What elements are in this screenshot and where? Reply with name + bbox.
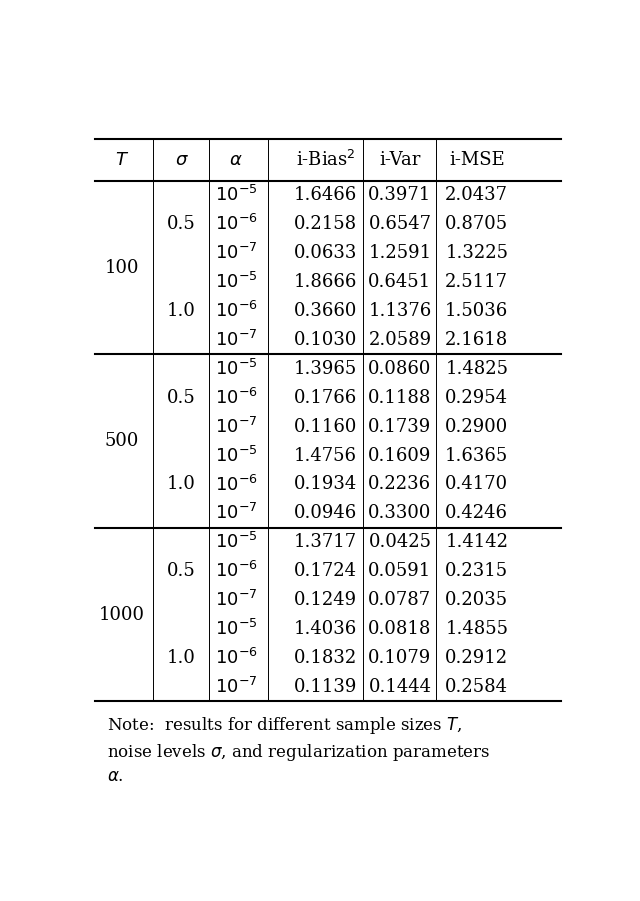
- Text: 0.4170: 0.4170: [445, 476, 508, 494]
- Text: 0.1079: 0.1079: [368, 649, 431, 667]
- Text: 0.3300: 0.3300: [368, 505, 431, 523]
- Text: 0.4246: 0.4246: [445, 505, 508, 523]
- Text: $\alpha$: $\alpha$: [229, 151, 243, 169]
- Text: $10^{-7}$: $10^{-7}$: [215, 504, 257, 523]
- Text: 1.0: 1.0: [167, 476, 196, 494]
- Text: i-Bias$^2$: i-Bias$^2$: [296, 150, 355, 170]
- Text: 0.0425: 0.0425: [369, 533, 431, 551]
- Text: 2.0589: 2.0589: [369, 331, 431, 349]
- Text: noise levels $\sigma$, and regularization parameters: noise levels $\sigma$, and regularizatio…: [108, 742, 490, 762]
- Text: 0.1609: 0.1609: [368, 447, 431, 465]
- Text: 0.1832: 0.1832: [294, 649, 357, 667]
- Text: 1.4855: 1.4855: [445, 620, 508, 638]
- Text: $10^{-6}$: $10^{-6}$: [215, 214, 258, 234]
- Text: 1.3225: 1.3225: [445, 244, 508, 262]
- Text: 2.1618: 2.1618: [445, 331, 508, 349]
- Text: 0.2912: 0.2912: [445, 649, 508, 667]
- Text: 1.2591: 1.2591: [369, 244, 431, 262]
- Text: i-MSE: i-MSE: [449, 151, 505, 169]
- Text: $10^{-6}$: $10^{-6}$: [215, 301, 258, 321]
- Text: 1.4142: 1.4142: [445, 533, 508, 551]
- Text: 0.1249: 0.1249: [294, 591, 357, 609]
- Text: 1.4036: 1.4036: [294, 620, 357, 638]
- Text: 1.6365: 1.6365: [445, 447, 508, 465]
- Text: $10^{-6}$: $10^{-6}$: [215, 648, 258, 668]
- Text: 1.3965: 1.3965: [294, 359, 357, 378]
- Text: 500: 500: [105, 432, 140, 450]
- Text: 0.2236: 0.2236: [369, 476, 431, 494]
- Text: 1.8666: 1.8666: [294, 273, 357, 291]
- Text: 2.0437: 2.0437: [445, 187, 508, 205]
- Text: 0.1030: 0.1030: [294, 331, 357, 349]
- Text: 0.2315: 0.2315: [445, 562, 508, 580]
- Text: 0.2954: 0.2954: [445, 388, 508, 406]
- Text: $10^{-5}$: $10^{-5}$: [215, 359, 257, 379]
- Text: $\sigma$: $\sigma$: [175, 151, 189, 169]
- Text: 0.3971: 0.3971: [368, 187, 431, 205]
- Text: 0.0818: 0.0818: [368, 620, 431, 638]
- Text: 1.0: 1.0: [167, 649, 196, 667]
- Text: 0.1188: 0.1188: [368, 388, 431, 406]
- Text: Note:  results for different sample sizes $T$,: Note: results for different sample sizes…: [108, 715, 463, 736]
- Text: $10^{-7}$: $10^{-7}$: [215, 590, 257, 610]
- Text: $\alpha$.: $\alpha$.: [108, 768, 124, 785]
- Text: 0.1739: 0.1739: [368, 418, 431, 436]
- Text: 1.6466: 1.6466: [294, 187, 357, 205]
- Text: 0.5: 0.5: [167, 215, 196, 233]
- Text: 0.2900: 0.2900: [445, 418, 508, 436]
- Text: 0.2584: 0.2584: [445, 678, 508, 696]
- Text: 1.5036: 1.5036: [445, 302, 508, 320]
- Text: 0.0787: 0.0787: [369, 591, 431, 609]
- Text: i-Var: i-Var: [380, 151, 420, 169]
- Text: 0.0633: 0.0633: [294, 244, 357, 262]
- Text: 0.1160: 0.1160: [294, 418, 357, 436]
- Text: 0.1139: 0.1139: [294, 678, 357, 696]
- Text: $10^{-5}$: $10^{-5}$: [215, 445, 257, 466]
- Text: $10^{-5}$: $10^{-5}$: [215, 619, 257, 639]
- Text: 1.3717: 1.3717: [294, 533, 357, 551]
- Text: 0.6547: 0.6547: [369, 215, 431, 233]
- Text: 0.2158: 0.2158: [294, 215, 357, 233]
- Text: 0.1724: 0.1724: [294, 562, 357, 580]
- Text: 1.1376: 1.1376: [368, 302, 431, 320]
- Text: 0.2035: 0.2035: [445, 591, 508, 609]
- Text: 1000: 1000: [99, 605, 145, 623]
- Text: 0.1444: 0.1444: [369, 678, 431, 696]
- Text: 1.4756: 1.4756: [294, 447, 357, 465]
- Text: 1.0: 1.0: [167, 302, 196, 320]
- Text: $10^{-6}$: $10^{-6}$: [215, 561, 258, 581]
- Text: 2.5117: 2.5117: [445, 273, 508, 291]
- Text: $10^{-6}$: $10^{-6}$: [215, 387, 258, 408]
- Text: $10^{-7}$: $10^{-7}$: [215, 243, 257, 263]
- Text: $10^{-5}$: $10^{-5}$: [215, 532, 257, 552]
- Text: 0.3660: 0.3660: [294, 302, 357, 320]
- Text: 0.0946: 0.0946: [294, 505, 357, 523]
- Text: 0.8705: 0.8705: [445, 215, 508, 233]
- Text: 0.5: 0.5: [167, 388, 196, 406]
- Text: 0.1766: 0.1766: [294, 388, 357, 406]
- Text: 100: 100: [105, 259, 140, 277]
- Text: $10^{-7}$: $10^{-7}$: [215, 416, 257, 437]
- Text: 0.0591: 0.0591: [368, 562, 431, 580]
- Text: 1.4825: 1.4825: [445, 359, 508, 378]
- Text: $10^{-5}$: $10^{-5}$: [215, 186, 257, 205]
- Text: $10^{-7}$: $10^{-7}$: [215, 677, 257, 696]
- Text: 0.5: 0.5: [167, 562, 196, 580]
- Text: 0.6451: 0.6451: [369, 273, 431, 291]
- Text: 0.0860: 0.0860: [368, 359, 431, 378]
- Text: 0.1934: 0.1934: [294, 476, 357, 494]
- Text: $10^{-7}$: $10^{-7}$: [215, 330, 257, 350]
- Text: $T$: $T$: [115, 151, 129, 169]
- Text: $10^{-6}$: $10^{-6}$: [215, 475, 258, 495]
- Text: $10^{-5}$: $10^{-5}$: [215, 272, 257, 292]
